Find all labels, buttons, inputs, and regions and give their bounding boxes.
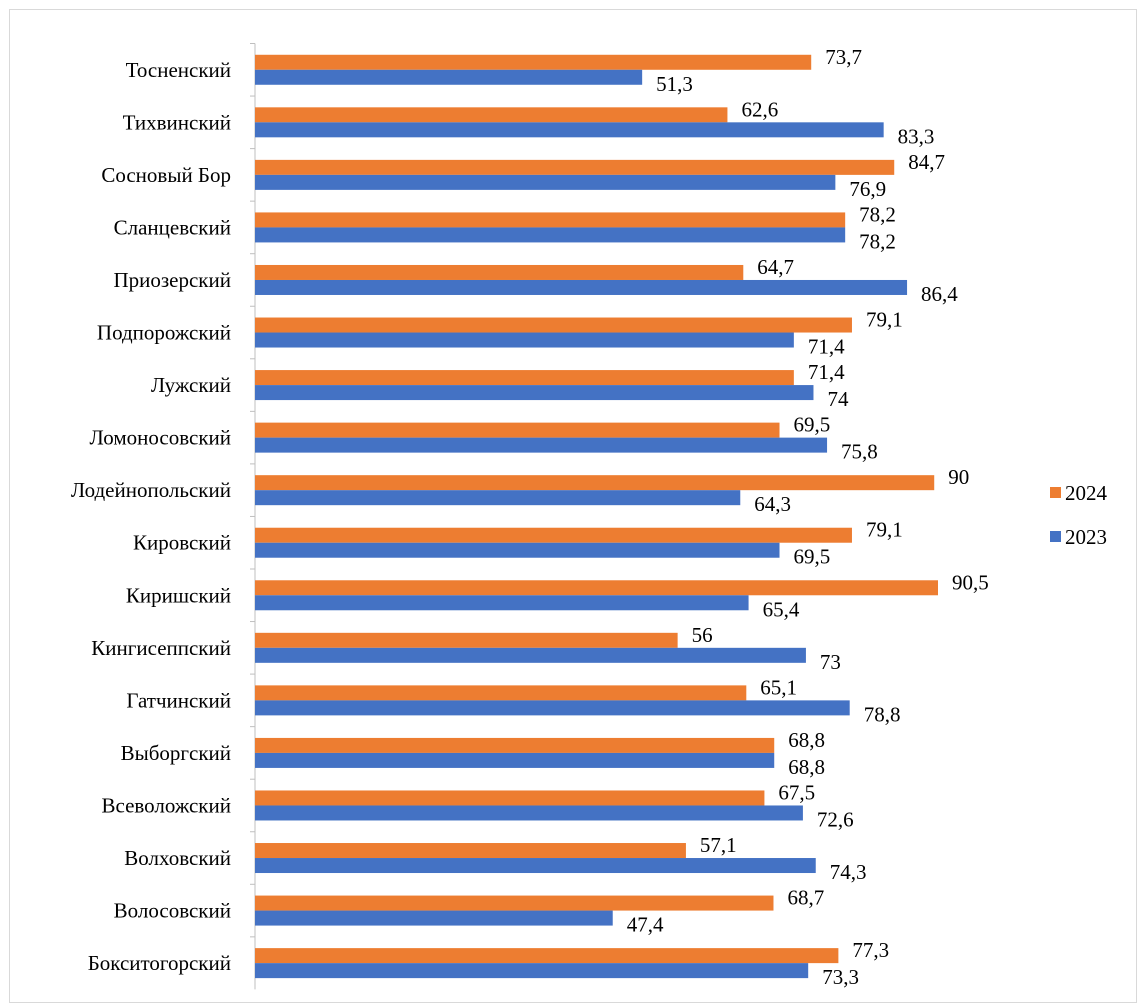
legend-label-2024: 2024 (1065, 481, 1108, 505)
bar-2023 (255, 174, 836, 190)
bar-2023 (255, 752, 775, 768)
data-label-2024: 73,7 (825, 45, 862, 69)
category-label: Сосновый Бор (101, 163, 231, 187)
category-label: Ломоносовский (90, 426, 231, 450)
data-label-2023: 73,3 (822, 965, 859, 989)
data-label-2023: 68,8 (788, 755, 825, 779)
bar-2024 (255, 527, 852, 543)
bar-2024 (255, 422, 780, 438)
data-label-2024: 69,5 (794, 413, 831, 437)
bar-2023 (255, 805, 803, 821)
bar-2024 (255, 632, 678, 648)
data-label-2024: 77,3 (852, 938, 889, 962)
bar-2023 (255, 858, 816, 874)
bar-2024 (255, 317, 852, 333)
bar-2023 (255, 490, 741, 506)
bar-2024 (255, 212, 846, 228)
data-label-2023: 83,3 (898, 124, 935, 148)
bar-2024 (255, 895, 774, 911)
bar-2024 (255, 737, 775, 753)
data-label-2024: 57,1 (700, 833, 737, 857)
category-label: Волосовский (114, 899, 231, 923)
category-label: Приозерский (113, 268, 231, 292)
bar-2024 (255, 264, 744, 280)
bar-2023 (255, 122, 884, 138)
data-label-2023: 78,8 (864, 702, 901, 726)
category-label: Лужский (151, 373, 231, 397)
data-label-2023: 69,5 (794, 545, 831, 569)
data-label-2024: 65,1 (760, 675, 797, 699)
data-label-2024: 67,5 (778, 780, 815, 804)
category-label: Гатчинский (126, 688, 231, 712)
data-label-2023: 75,8 (841, 440, 878, 464)
bar-2023 (255, 437, 828, 453)
category-label: Лодейнопольский (71, 478, 231, 502)
bar-2023 (255, 700, 850, 716)
data-label-2023: 74,3 (830, 860, 867, 884)
bar-2024 (255, 107, 728, 123)
data-label-2024: 56 (692, 623, 713, 647)
bar-2024 (255, 948, 839, 964)
data-label-2024: 71,4 (808, 360, 845, 384)
bar-2023 (255, 385, 814, 401)
data-label-2023: 51,3 (656, 72, 693, 96)
data-label-2024: 62,6 (741, 97, 778, 121)
category-label: Подпорожский (97, 321, 231, 345)
data-label-2024: 90,5 (952, 570, 989, 594)
bar-2023 (255, 963, 809, 979)
category-label: Тихвинский (123, 110, 231, 134)
chart-frame (9, 9, 1137, 1003)
bar-2023 (255, 542, 780, 558)
legend-swatch-2023 (1050, 531, 1061, 542)
bar-2023 (255, 69, 643, 85)
data-label-2024: 90 (948, 465, 969, 489)
data-label-2023: 71,4 (808, 335, 845, 359)
data-label-2023: 76,9 (849, 177, 886, 201)
bar-2024 (255, 580, 938, 596)
bar-2024 (255, 54, 812, 70)
bar-2024 (255, 370, 794, 386)
data-label-2023: 78,2 (859, 229, 896, 253)
data-label-2023: 64,3 (754, 492, 791, 516)
bar-2023 (255, 647, 806, 663)
data-label-2023: 65,4 (763, 597, 800, 621)
legend-label-2023: 2023 (1065, 525, 1107, 549)
category-label: Всеволожский (102, 793, 232, 817)
data-label-2023: 47,4 (627, 913, 664, 937)
category-label: Волховский (124, 846, 231, 870)
category-label: Бокситогорский (88, 951, 231, 975)
bar-2023 (255, 227, 846, 243)
data-label-2023: 72,6 (817, 807, 854, 831)
bar-2024 (255, 475, 935, 491)
bar-2024 (255, 790, 765, 806)
category-label: Тосненский (126, 58, 231, 82)
category-label: Сланцевский (114, 215, 231, 239)
category-label: Выборгский (121, 741, 231, 765)
bar-2023 (255, 910, 613, 926)
bar-2024 (255, 843, 686, 859)
bar-2024 (255, 685, 747, 701)
category-label: Кингисеппский (91, 636, 231, 660)
bar-2023 (255, 332, 794, 348)
legend-swatch-2024 (1050, 487, 1061, 498)
data-label-2023: 74 (827, 387, 849, 411)
data-label-2024: 68,7 (787, 886, 824, 910)
data-label-2024: 84,7 (908, 150, 945, 174)
data-label-2024: 79,1 (866, 518, 903, 542)
bar-2023 (255, 279, 908, 295)
data-label-2023: 86,4 (921, 282, 958, 306)
bar-2023 (255, 595, 749, 611)
data-label-2024: 79,1 (866, 308, 903, 332)
bar-2024 (255, 159, 895, 175)
data-label-2024: 78,2 (859, 202, 896, 226)
category-label: Киришский (126, 583, 231, 607)
data-label-2024: 64,7 (757, 255, 794, 279)
category-label: Кировский (133, 531, 231, 555)
data-label-2023: 73 (820, 650, 841, 674)
data-label-2024: 68,8 (788, 728, 825, 752)
